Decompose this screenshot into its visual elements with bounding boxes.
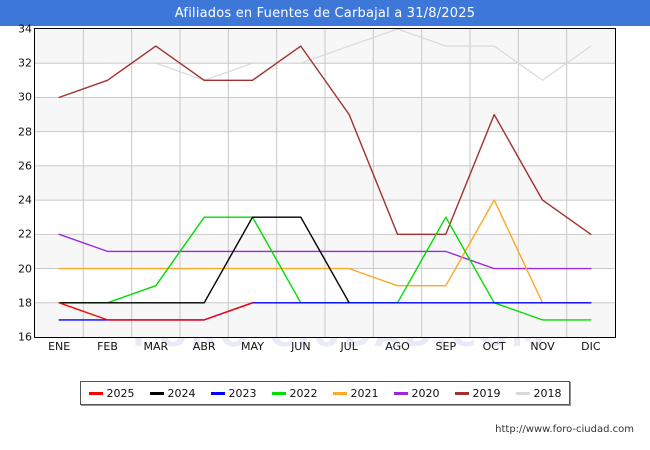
legend-label: 2023 [228,386,257,400]
x-axis-tick-label: ABR [192,340,216,353]
legend-item-2020[interactable]: 2020 [393,386,440,400]
y-axis-tick-label: 22 [18,227,32,241]
x-axis-tick-label: OCT [482,340,506,353]
legend-swatch-icon [88,391,103,395]
series-line-2019 [58,45,592,236]
series-line-2025 [58,302,254,321]
y-axis-tick-label: 28 [18,125,32,139]
x-axis-tick-label: MAY [241,340,264,353]
x-axis-tick-label: DIC [581,340,601,353]
y-axis-tick-label: 24 [18,193,32,207]
x-axis-tick-label: JUL [340,340,358,353]
series-line-2020 [58,233,592,270]
y-axis-tick-label: 34 [18,22,32,36]
legend-label: 2020 [411,386,440,400]
legend-item-2023[interactable]: 2023 [210,386,257,400]
series-line-2024 [58,216,350,304]
y-axis-tick-label: 26 [18,159,32,173]
y-axis: 16 18 20 22 24 26 28 30 32 34 [0,23,32,344]
y-axis-tick-label: 18 [18,296,32,310]
legend-item-2019[interactable]: 2019 [454,386,501,400]
legend-swatch-icon [149,391,164,395]
y-axis-tick-label: 32 [18,56,32,70]
chart-plot-area [34,28,616,338]
x-axis-tick-label: MAR [143,340,169,353]
legend-label: 2018 [533,386,562,400]
legend-label: 2024 [167,386,196,400]
page-title: Afiliados en Fuentes de Carbajal a 31/8/… [174,5,476,21]
x-axis-tick-label: NOV [530,340,555,353]
y-axis-tick-label: 30 [18,90,32,104]
legend-swatch-icon [515,391,530,395]
x-axis-tick-label: FEB [97,340,118,353]
legend-label: 2022 [289,386,318,400]
title-bar: Afiliados en Fuentes de Carbajal a 31/8/… [0,0,650,26]
x-axis-tick-label: JUN [291,340,311,353]
y-axis-tick-label: 20 [18,262,32,276]
legend-swatch-icon [393,391,408,395]
y-axis-tick-label: 16 [18,330,32,344]
x-axis: ENE FEB MAR ABR MAY JUN JUL AGO SEP OCT NOV DIC [34,340,616,358]
legend-swatch-icon [271,391,286,395]
series-line-2021 [58,199,592,304]
legend-item-2024[interactable]: 2024 [149,386,196,400]
legend-item-2021[interactable]: 2021 [332,386,379,400]
legend-item-2018[interactable]: 2018 [515,386,562,400]
x-axis-tick-label: SEP [435,340,457,353]
chart-legend: 2025 2024 2023 2022 2021 2020 2019 2018 [80,381,570,405]
legend-swatch-icon [332,391,347,395]
legend-label: 2025 [106,386,135,400]
series-line-2018 [106,29,592,81]
line-chart-svg [35,29,615,337]
legend-item-2025[interactable]: 2025 [88,386,135,400]
legend-label: 2019 [472,386,501,400]
legend-swatch-icon [454,391,469,395]
footer-url: http://www.foro-ciudad.com [495,424,634,435]
x-axis-tick-label: ENE [48,340,71,353]
x-axis-tick-label: AGO [385,340,410,353]
legend-item-2022[interactable]: 2022 [271,386,318,400]
legend-swatch-icon [210,391,225,395]
legend-label: 2021 [350,386,379,400]
